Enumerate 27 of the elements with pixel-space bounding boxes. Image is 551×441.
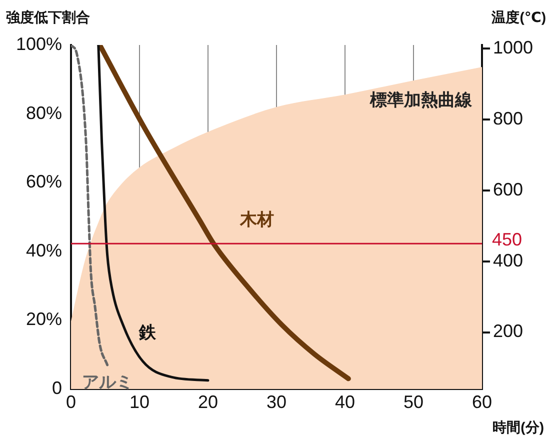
series-label: 鉄 bbox=[138, 323, 157, 342]
x-tick-label: 20 bbox=[198, 392, 218, 412]
y-tick-label: 60% bbox=[26, 172, 62, 192]
y-tick-label: 0 bbox=[52, 378, 62, 398]
ref-line-label: 450 bbox=[492, 230, 522, 250]
x-tick-label: 10 bbox=[129, 392, 150, 412]
y-tick-label: 80% bbox=[26, 102, 62, 123]
series-label: 木材 bbox=[238, 210, 274, 230]
y2-tick-label: 600 bbox=[493, 179, 524, 200]
y2-tick-label: 1000 bbox=[493, 38, 534, 58]
y-tick-label: 20% bbox=[26, 309, 62, 330]
x-tick-label: 60 bbox=[472, 392, 492, 412]
y2-tick-label: 400 bbox=[493, 250, 524, 270]
series-label: 標準加熱曲線 bbox=[369, 90, 473, 110]
x-tick-label: 0 bbox=[66, 392, 76, 412]
x-tick-label: 30 bbox=[266, 392, 287, 412]
series-label: アルミ bbox=[82, 372, 133, 392]
line-series bbox=[71, 45, 109, 366]
y-tick-label: 100% bbox=[16, 34, 62, 54]
y-axis-title: 強度低下割合 bbox=[6, 9, 90, 25]
x-axis-title: 時間(分) bbox=[492, 419, 544, 435]
y-tick-label: 40% bbox=[26, 240, 62, 260]
y2-axis-title: 温度(℃) bbox=[490, 9, 546, 25]
y2-tick-label: 200 bbox=[493, 321, 524, 342]
x-tick-label: 40 bbox=[334, 392, 356, 412]
y2-tick-label: 800 bbox=[493, 108, 524, 128]
x-tick-label: 50 bbox=[403, 392, 424, 412]
